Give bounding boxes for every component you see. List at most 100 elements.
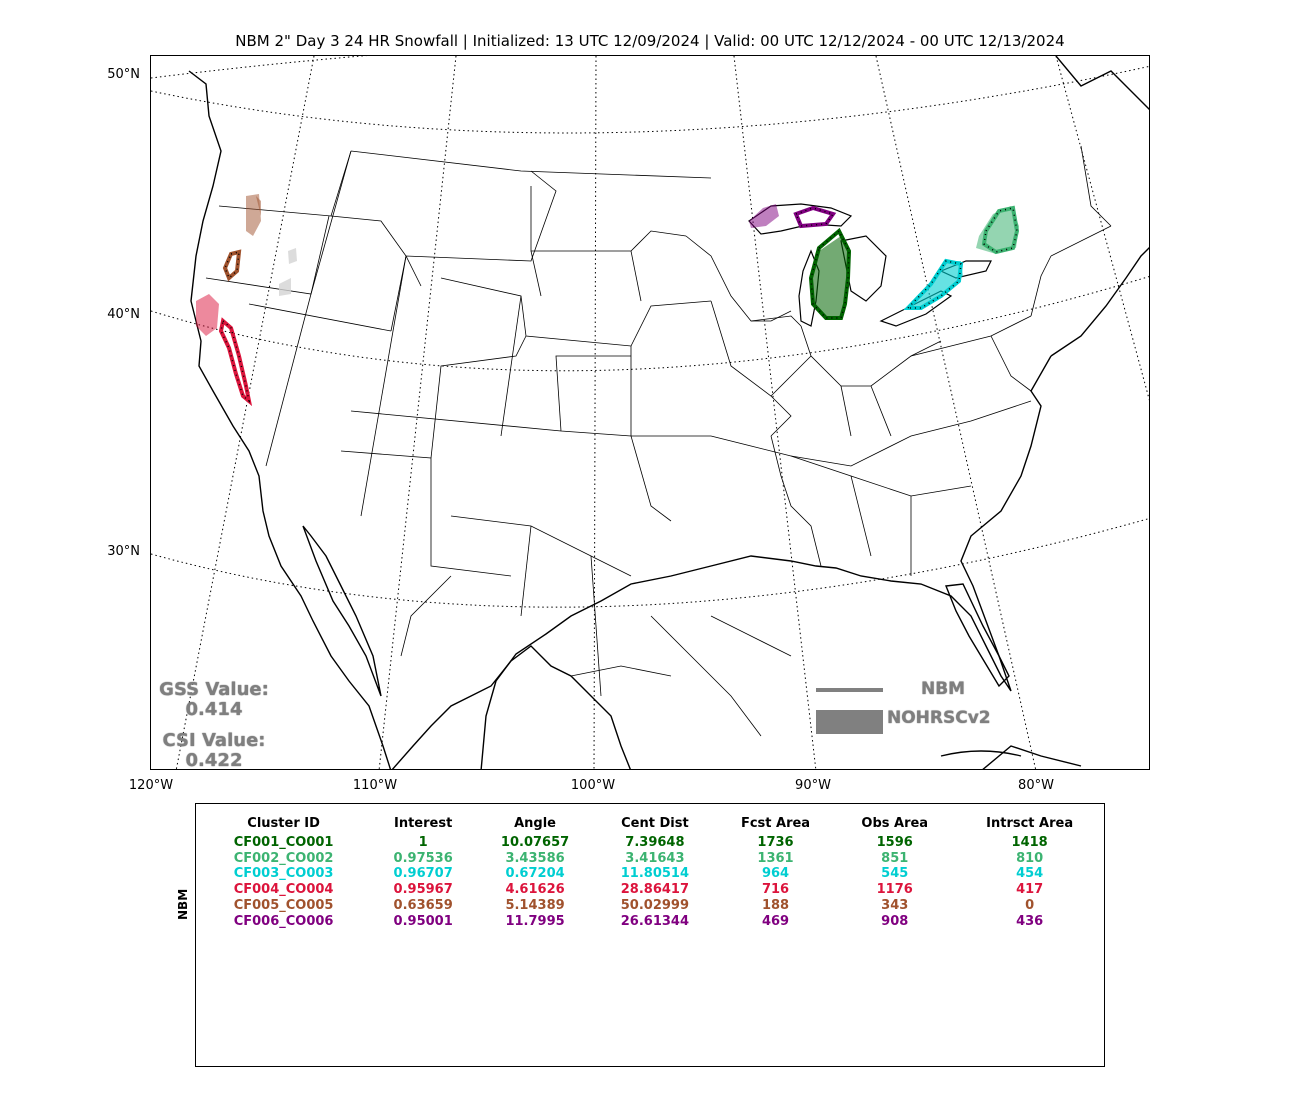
meridian-85w [1055,56,1149,401]
table-cell: 810 [1016,850,1044,866]
table-cell: 3.43586 [505,850,565,866]
table-row: CF006_CO006 0.95001 11.7995 26.61344 469 908 4… [196,914,1106,930]
table-row: CF004_CO004 0.95967 4.61626 28.86417 716 1176… [196,882,1106,898]
fcst-cluster-dots [220,207,1018,403]
obs-cluster-misc-a [288,248,297,264]
table-cell: 0 [1025,897,1035,913]
legend-nbm-label: NBM [921,679,966,699]
legend-obs-patch [816,710,883,734]
table-row: CF002_CO002 0.97536 3.43586 3.41643 1361 851 8… [196,851,1106,867]
table-cell: 0.97536 [393,850,453,866]
meridian-110w [378,56,457,769]
obs-cluster-cf001 [811,236,851,318]
table-cell: 188 [761,897,790,913]
table-cell: 454 [1016,866,1044,882]
obs-cluster-cf005b [256,196,261,216]
table-cell: 469 [761,913,790,929]
table-cell: 3.41643 [625,850,685,866]
lat-label-40n: 40°N [107,307,140,322]
mexico-mainland [391,645,631,769]
lake-superior [748,203,853,235]
meridian-115w [175,56,315,769]
table-header-row: Cluster ID Interest Angle Cent Dist Fcst… [196,816,1106,835]
yucatan-hint [982,745,1082,769]
table-cell: 343 [881,897,909,913]
table-cell: 1418 [1011,834,1048,850]
us-map [151,56,1149,769]
header-cent-dist: Cent Dist [621,816,689,831]
table-row: CF005_CO005 0.63659 5.14389 50.02999 188 343 0 [196,898,1106,914]
table-cell: 26.61344 [620,913,690,929]
obs-cluster-cf006 [749,204,779,228]
table-cell: 1176 [876,882,913,898]
table-cell: 11.80514 [620,866,690,882]
obs-cluster-misc-b [279,278,291,296]
map-panel [150,55,1150,770]
table-cell: 908 [881,913,909,929]
table-cell: 417 [1016,882,1044,898]
fcst-cluster-cf005 [222,249,242,282]
csi-label: CSI Value: [162,730,266,751]
east-coast [1050,247,1149,357]
table-cell: 11.7995 [505,913,565,929]
parallel-45n [151,65,1149,134]
baja [302,525,382,697]
meridian-90w [875,56,1037,769]
cuba-hint [940,750,1022,757]
table-cell: 0.67204 [505,866,565,882]
lat-label-30n: 30°N [107,544,140,559]
table-cell: 28.86417 [620,882,690,898]
header-angle: Angle [514,816,557,831]
table-cell: CF005_CO005 [233,897,334,913]
gss-value: 0.414 [185,699,243,720]
lon-label-120w: 120°W [128,778,174,793]
table-row: CF001_CO001 1 10.07657 7.39648 1736 1596 1418 [196,835,1106,851]
header-cluster-id: Cluster ID [247,816,320,831]
table-cell: 4.61626 [505,882,565,898]
graticule [151,56,1149,769]
gss-label: GSS Value: [159,679,269,700]
table-cell: 1736 [757,834,794,850]
lon-label-110w: 110°W [352,778,398,793]
table-cell: 964 [761,866,790,882]
parallel-30n [151,518,1149,608]
stats-table-box: Cluster ID Interest Angle Cent Dist Fcst… [195,803,1105,1067]
parallel-50n [151,56,368,79]
table-cell: CF006_CO006 [233,913,334,929]
west-coast [188,70,392,769]
table-cell: CF003_CO003 [233,866,334,882]
table-cell: 0.63659 [393,897,453,913]
lon-label-100w: 100°W [570,778,616,793]
parallel-40n [151,276,1149,372]
fcst-clusters [218,205,1020,407]
gulf-coast [480,355,1052,769]
meridian-100w [593,56,597,769]
fcst-cluster-cf004 [218,317,253,407]
table-cell: 0.95001 [393,913,453,929]
table-cell: 851 [881,850,909,866]
header-fcst-area: Fcst Area [740,816,811,831]
table-cell: 716 [761,882,790,898]
lon-label-80w: 80°W [1018,778,1054,793]
obs-cluster-cf005a [246,194,261,236]
table-cell: 10.07657 [500,834,570,850]
legend-obs-label: NOHRSCv2 [887,708,991,728]
table-cell: 1361 [757,850,794,866]
fcst-cluster-cf001 [808,227,852,320]
florida-outline [945,583,1010,688]
table-cell: CF002_CO002 [233,850,334,866]
table-cell: CF001_CO001 [233,834,334,850]
table-cell: 0.96707 [393,866,453,882]
table-cell: 1596 [876,834,913,850]
stats-table: Cluster ID Interest Angle Cent Dist Fcst… [196,816,1106,930]
table-side-label: NBM [176,888,190,920]
meridian-95w [733,56,817,769]
csi-value: 0.422 [185,750,243,771]
obs-cluster-cf004 [196,294,219,336]
lat-label-50n: 50°N [107,67,140,82]
table-cell: 545 [881,866,909,882]
table-row: CF003_CO003 0.96707 0.67204 11.80514 964 545 4… [196,866,1106,882]
table-cell: CF004_CO004 [233,882,334,898]
table-cell: 5.14389 [505,897,565,913]
obs-clusters [196,194,1019,336]
